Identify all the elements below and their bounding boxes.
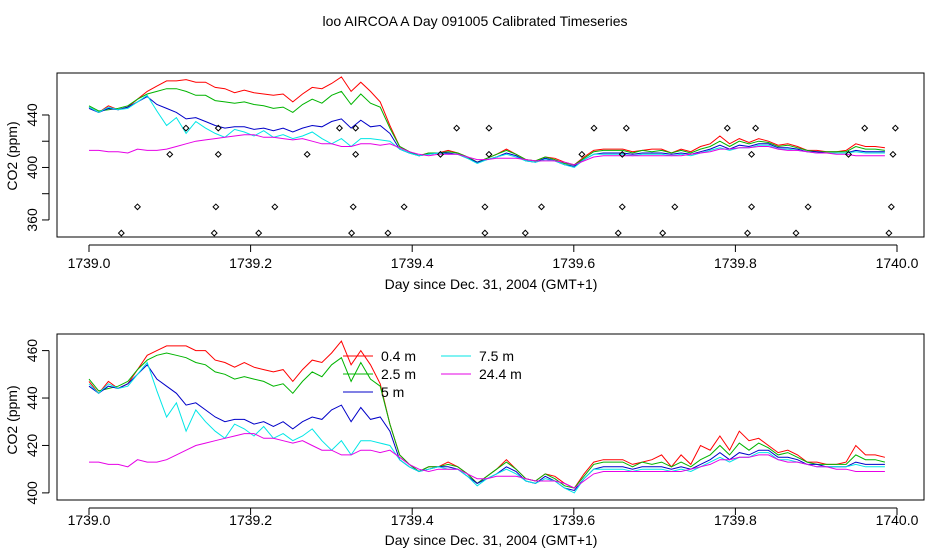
plot-frame xyxy=(56,333,925,501)
data-point-marker xyxy=(752,124,760,132)
x-axis-label: Day since Dec. 31, 2004 (GMT+1) xyxy=(385,276,598,292)
x-tick-label: 1739.6 xyxy=(552,255,595,271)
data-point-marker xyxy=(255,229,263,237)
data-point-marker xyxy=(349,203,357,211)
data-point-marker xyxy=(622,124,630,132)
data-point-marker xyxy=(891,124,899,132)
data-point-marker xyxy=(744,229,752,237)
legend-label: 5 m xyxy=(381,384,404,400)
x-tick-label: 1740.0 xyxy=(876,512,919,528)
series-line-24-4-m xyxy=(89,433,885,489)
x-tick-label: 1739.2 xyxy=(229,255,272,271)
data-point-marker xyxy=(436,150,444,158)
data-point-marker xyxy=(271,203,279,211)
data-point-marker xyxy=(214,150,222,158)
data-point-marker xyxy=(485,124,493,132)
x-axis: 1739.0 1739.2 1739.4 1739.6 1739.8 1740.0 xyxy=(68,507,919,528)
y-axis-label: CO2 (ppm) xyxy=(4,121,20,190)
x-tick-label: 1739.6 xyxy=(552,512,595,528)
y-tick-label: 400 xyxy=(24,481,40,505)
data-point-marker xyxy=(889,150,897,158)
x-tick-label: 1739.4 xyxy=(391,512,434,528)
data-point-marker xyxy=(723,124,731,132)
x-tick-label: 1739.2 xyxy=(229,512,272,528)
y-axis: 400 420 440 460 xyxy=(24,339,50,505)
series-line-0-4-m xyxy=(88,76,885,166)
series-line-7-5-m xyxy=(88,94,885,169)
series-line-24-4-m xyxy=(89,134,885,166)
data-point-marker xyxy=(748,203,756,211)
data-point-marker xyxy=(400,203,408,211)
data-point-marker xyxy=(384,229,392,237)
data-point-marker xyxy=(453,124,461,132)
x-tick-label: 1739.8 xyxy=(714,255,757,271)
data-point-marker xyxy=(133,203,141,211)
x-axis: 1739.0 1739.2 1739.4 1739.6 1739.8 1740.0 xyxy=(68,244,919,271)
x-tick-label: 1740.0 xyxy=(876,255,919,271)
y-tick-label: 420 xyxy=(24,434,40,458)
series-line-2-5-m xyxy=(88,352,886,489)
marker-layer xyxy=(117,124,899,237)
data-point-marker xyxy=(590,124,598,132)
data-point-marker xyxy=(182,124,190,132)
data-point-marker xyxy=(792,229,800,237)
chart-title: loo AIRCOA A Day 091005 Calibrated Times… xyxy=(322,13,627,29)
panel-bottom: 1739.0 1739.2 1739.4 1739.6 1739.8 1740.0 400… xyxy=(4,333,925,548)
data-point-marker xyxy=(887,203,895,211)
data-point-marker xyxy=(861,124,869,132)
data-point-marker xyxy=(659,229,667,237)
data-point-marker xyxy=(537,203,545,211)
data-point-marker xyxy=(335,124,343,132)
series-line-5-m xyxy=(88,364,885,492)
y-tick-label: 440 xyxy=(24,103,40,127)
x-tick-label: 1739.0 xyxy=(68,255,111,271)
plot-frame xyxy=(56,72,925,238)
data-point-marker xyxy=(845,150,853,158)
x-tick-label: 1739.0 xyxy=(68,512,111,528)
series-layer xyxy=(88,76,885,169)
data-point-marker xyxy=(485,150,493,158)
x-axis-label: Day since Dec. 31, 2004 (GMT+1) xyxy=(385,532,598,548)
legend: 0.4 m 2.5 m 5 m 7.5 m 24.4 m xyxy=(343,348,522,400)
y-axis-label: CO2 (ppm) xyxy=(4,385,20,454)
data-point-marker xyxy=(804,203,812,211)
data-point-marker xyxy=(348,229,356,237)
legend-label: 2.5 m xyxy=(381,366,416,382)
y-axis: 360 400 440 xyxy=(24,103,50,232)
data-point-marker xyxy=(481,203,489,211)
data-point-marker xyxy=(303,150,311,158)
y-tick-label: 440 xyxy=(24,386,40,410)
data-point-marker xyxy=(748,150,756,158)
legend-label: 0.4 m xyxy=(381,348,416,364)
data-point-marker xyxy=(352,124,360,132)
legend-label: 24.4 m xyxy=(479,366,522,382)
x-tick-label: 1739.4 xyxy=(391,255,434,271)
data-point-marker xyxy=(166,150,174,158)
data-point-marker xyxy=(352,150,360,158)
data-point-marker xyxy=(212,203,220,211)
data-point-marker xyxy=(885,229,893,237)
data-point-marker xyxy=(481,229,489,237)
data-point-marker xyxy=(618,150,626,158)
x-tick-label: 1739.8 xyxy=(714,512,757,528)
data-point-marker xyxy=(671,203,679,211)
y-tick-label: 460 xyxy=(24,339,40,363)
panel-top: 1739.0 1739.2 1739.4 1739.6 1739.8 1740.0 360… xyxy=(4,72,925,292)
data-point-marker xyxy=(214,124,222,132)
data-point-marker xyxy=(618,203,626,211)
data-point-marker xyxy=(210,229,218,237)
data-point-marker xyxy=(614,229,622,237)
data-point-marker xyxy=(117,229,125,237)
legend-label: 7.5 m xyxy=(479,348,514,364)
data-point-marker xyxy=(578,150,586,158)
y-tick-label: 400 xyxy=(24,156,40,180)
series-layer xyxy=(88,340,886,494)
series-line-2-5-m xyxy=(88,88,885,166)
y-tick-label: 360 xyxy=(24,208,40,232)
data-point-marker xyxy=(521,229,529,237)
series-line-7-5-m xyxy=(88,361,885,494)
